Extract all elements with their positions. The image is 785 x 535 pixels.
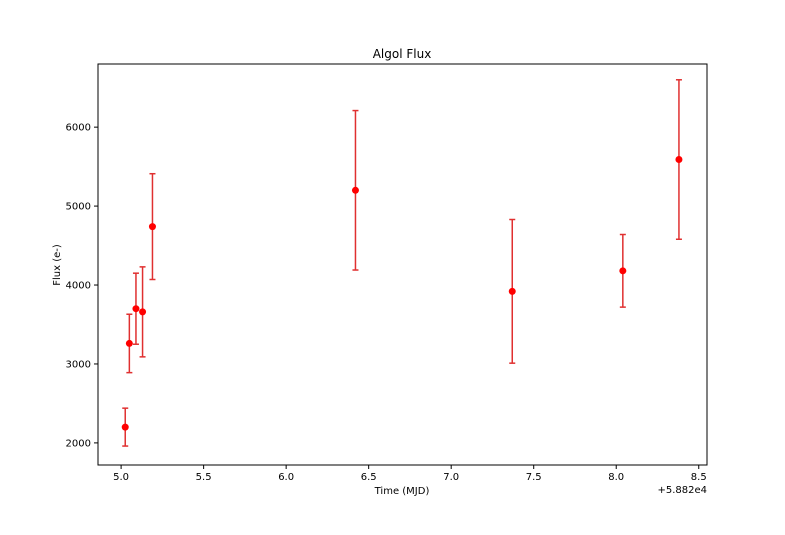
x-axis-label: Time (MJD) xyxy=(374,486,430,497)
data-point xyxy=(132,305,140,313)
y-axis-ticks: 2000 3000 4000 5000 6000 xyxy=(66,123,98,449)
y-tick-label: 4000 xyxy=(66,281,91,292)
x-tick-label: 8.5 xyxy=(691,472,707,483)
data-point xyxy=(148,223,156,231)
data-point xyxy=(619,267,627,275)
x-tick-label: 7.5 xyxy=(526,472,542,483)
chart-title: Algol Flux xyxy=(373,47,432,61)
plot-area xyxy=(121,79,683,447)
y-tick-label: 5000 xyxy=(66,202,91,213)
data-point xyxy=(508,287,516,295)
x-axis-offset-label: +5.882e4 xyxy=(657,485,707,496)
data-point xyxy=(675,156,683,164)
x-tick-label: 6.0 xyxy=(278,472,294,483)
data-point xyxy=(125,339,133,347)
data-point xyxy=(139,308,147,316)
data-point xyxy=(121,423,129,431)
y-tick-label: 3000 xyxy=(66,359,91,370)
axes-frame xyxy=(97,63,708,466)
x-tick-label: 6.5 xyxy=(361,472,377,483)
x-axis-ticks: 5.0 5.5 6.0 6.5 7.0 7.5 8.0 8.5 xyxy=(113,465,707,483)
x-tick-label: 8.0 xyxy=(608,472,624,483)
x-tick-label: 5.0 xyxy=(113,472,129,483)
y-tick-label: 2000 xyxy=(66,438,91,449)
y-tick-label: 6000 xyxy=(66,123,91,134)
x-tick-label: 5.5 xyxy=(196,472,212,483)
y-axis-label: Flux (e-) xyxy=(52,244,63,286)
data-point xyxy=(351,186,359,194)
x-tick-label: 7.0 xyxy=(443,472,459,483)
